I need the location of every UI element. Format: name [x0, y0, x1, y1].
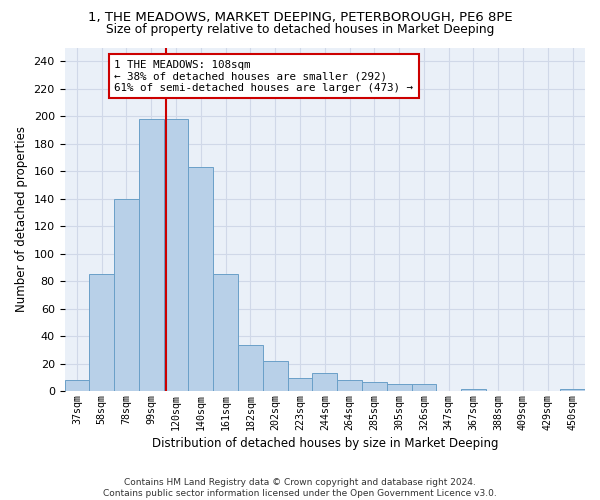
Bar [387, 384, 412, 392]
Bar [461, 388, 486, 392]
Bar [287, 378, 313, 392]
Bar [188, 167, 213, 392]
Bar [263, 361, 287, 392]
Bar [337, 380, 362, 392]
Text: 1, THE MEADOWS, MARKET DEEPING, PETERBOROUGH, PE6 8PE: 1, THE MEADOWS, MARKET DEEPING, PETERBOR… [88, 11, 512, 24]
Text: Contains HM Land Registry data © Crown copyright and database right 2024.
Contai: Contains HM Land Registry data © Crown c… [103, 478, 497, 498]
Text: 1 THE MEADOWS: 108sqm
← 38% of detached houses are smaller (292)
61% of semi-det: 1 THE MEADOWS: 108sqm ← 38% of detached … [114, 60, 413, 93]
Text: Size of property relative to detached houses in Market Deeping: Size of property relative to detached ho… [106, 22, 494, 36]
Bar [65, 380, 89, 392]
Bar [412, 384, 436, 392]
Bar [114, 199, 139, 392]
Bar [89, 274, 114, 392]
X-axis label: Distribution of detached houses by size in Market Deeping: Distribution of detached houses by size … [152, 437, 498, 450]
Bar [139, 119, 164, 392]
Bar [164, 119, 188, 392]
Y-axis label: Number of detached properties: Number of detached properties [15, 126, 28, 312]
Bar [362, 382, 387, 392]
Bar [238, 344, 263, 392]
Bar [313, 374, 337, 392]
Bar [213, 274, 238, 392]
Bar [560, 388, 585, 392]
